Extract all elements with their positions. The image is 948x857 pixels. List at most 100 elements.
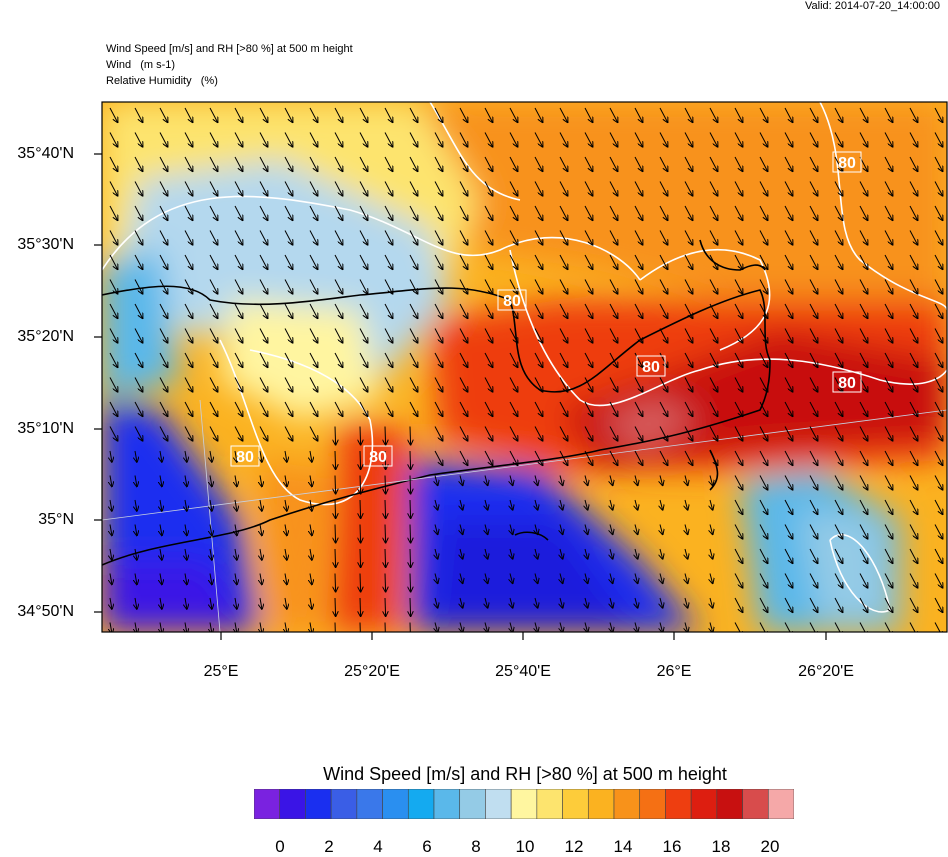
wind-arrow xyxy=(509,156,518,171)
wind-arrow xyxy=(859,205,868,220)
wind-arrow xyxy=(459,107,468,122)
wind-arrow xyxy=(109,205,118,220)
wind-arrow xyxy=(635,597,638,608)
wind-arrow xyxy=(234,426,243,441)
lon-label-25-40: 25°40'E xyxy=(495,663,551,680)
wind-arrow xyxy=(484,230,493,245)
colorbar-swatch xyxy=(690,789,718,819)
wind-arrow xyxy=(309,230,318,245)
wind-arrow xyxy=(184,401,193,416)
wind-arrow xyxy=(884,156,893,171)
wind-arrow xyxy=(559,181,568,196)
wind-arrow xyxy=(259,230,268,245)
wind-arrow xyxy=(909,499,918,514)
colorbar-tick-label: 4 xyxy=(373,837,383,856)
colorbar xyxy=(254,789,794,819)
wind-arrow xyxy=(459,303,468,318)
wind-arrow xyxy=(734,573,743,588)
wind-arrow xyxy=(759,303,768,318)
wind-arrow xyxy=(684,107,693,122)
wind-arrow xyxy=(359,328,368,343)
wind-arrow xyxy=(585,548,588,559)
wind-arrow xyxy=(859,450,868,465)
contour-label: 80 xyxy=(363,445,393,467)
wind-arrow xyxy=(634,132,643,147)
wind-arrow xyxy=(834,499,843,514)
wind-arrow xyxy=(585,622,588,632)
wind-arrow xyxy=(859,132,868,147)
wind-arrow xyxy=(259,132,268,147)
title-line-relative-humidity: Relative Humidity (%) xyxy=(106,75,218,87)
wind-arrow xyxy=(634,254,643,269)
wind-arrow xyxy=(809,426,818,441)
wind-arrow xyxy=(484,254,493,269)
wind-arrow xyxy=(110,450,112,462)
wind-arrow xyxy=(335,450,336,469)
svg-text:80: 80 xyxy=(838,155,856,172)
wind-arrow xyxy=(759,573,768,588)
wind-arrow xyxy=(209,181,218,196)
wind-arrow xyxy=(784,132,793,147)
wind-arrow xyxy=(135,573,137,585)
wind-arrow xyxy=(909,181,918,196)
wind-arrow xyxy=(484,401,493,416)
colorbar-tick-label: 10 xyxy=(515,837,535,856)
wind-arrow xyxy=(584,107,593,122)
wind-arrow xyxy=(235,573,237,585)
wind-arrow xyxy=(360,475,361,494)
wind-arrow xyxy=(634,156,643,171)
wind-arrow xyxy=(360,450,361,469)
wind-arrow xyxy=(185,450,187,462)
wind-arrow xyxy=(534,377,543,392)
wind-arrow xyxy=(410,597,411,616)
wind-arrow xyxy=(684,352,693,367)
wind-arrow xyxy=(510,499,513,510)
wind-arrow xyxy=(110,524,112,536)
wind-arrow xyxy=(709,230,718,245)
wind-arrow xyxy=(260,450,262,462)
wind-arrow xyxy=(309,279,318,294)
wind-arrow xyxy=(335,426,336,445)
wind-arrow xyxy=(210,524,212,536)
wind-arrow xyxy=(284,279,293,294)
wind-arrow xyxy=(635,475,638,486)
wind-arrow xyxy=(709,279,718,294)
wind-arrow xyxy=(784,622,793,632)
wind-arrow xyxy=(334,107,343,122)
wind-arrow xyxy=(510,597,513,608)
wind-arrow xyxy=(734,622,743,632)
wind-arrow xyxy=(834,622,843,632)
wind-arrow xyxy=(609,181,618,196)
colorbar-tick-label: 0 xyxy=(275,837,285,856)
wind-arrow xyxy=(660,499,663,510)
contour-label: 80 xyxy=(636,355,666,377)
colorbar-swatch xyxy=(382,789,409,819)
wind-arrow xyxy=(460,524,463,535)
wind-arrow xyxy=(159,254,168,269)
wind-arrow xyxy=(684,181,693,196)
wind-arrow xyxy=(310,524,312,536)
wind-arrow xyxy=(709,328,718,343)
wind-arrow xyxy=(809,573,818,588)
wind-arrow xyxy=(759,426,768,441)
wind-arrow xyxy=(459,377,468,392)
wind-arrow xyxy=(734,426,743,441)
wind-arrow xyxy=(784,377,793,392)
wind-arrow xyxy=(259,303,268,318)
wind-arrow xyxy=(134,401,143,416)
wind-arrow xyxy=(709,132,718,147)
wind-arrow xyxy=(460,499,463,510)
colorbar-tick-label: 18 xyxy=(711,837,731,856)
wind-arrow xyxy=(509,107,518,122)
wind-arrow xyxy=(809,548,818,563)
wind-arrow xyxy=(410,426,411,445)
wind-arrow xyxy=(160,573,162,585)
wind-arrow xyxy=(384,303,393,318)
wind-arrow xyxy=(185,524,187,536)
wind-arrow xyxy=(909,524,918,539)
wind-arrow xyxy=(559,377,568,392)
wind-arrow xyxy=(684,401,693,416)
wind-arrow xyxy=(634,181,643,196)
wind-arrow xyxy=(834,107,843,122)
wind-arrow xyxy=(384,254,393,269)
